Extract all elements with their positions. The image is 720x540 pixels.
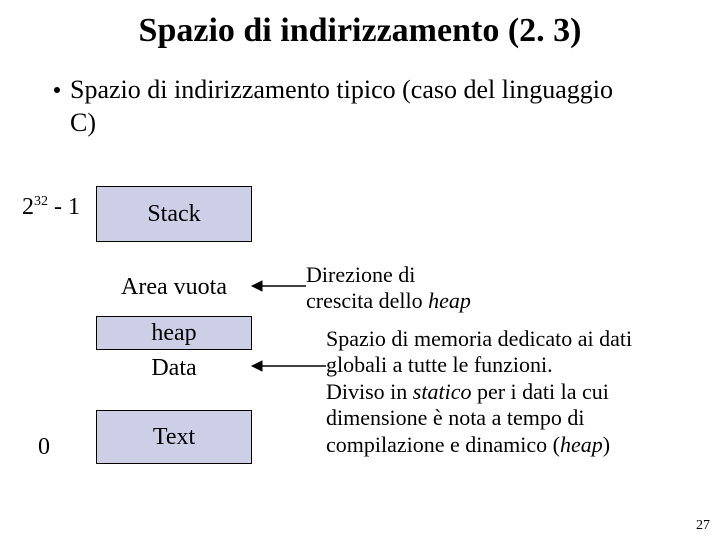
segment-void-label: Area vuota [121, 274, 227, 301]
note2-l2: globali a tutte le funzioni. [326, 352, 553, 377]
segment-text: Text [96, 410, 252, 464]
note-data-description: Spazio di memoria dedicato ai dati globa… [326, 326, 706, 458]
note2-l1: Spazio di memoria dedicato ai dati [326, 326, 632, 351]
page-number: 27 [696, 518, 710, 534]
segment-stack-label: Stack [147, 201, 200, 228]
segment-data: Data [96, 350, 252, 386]
segment-data-label: Data [151, 355, 196, 382]
note-heap-direction: Direzione di crescita dello heap [306, 262, 536, 315]
segment-heap-label: heap [151, 320, 196, 347]
note2-l3a: Diviso in [326, 379, 413, 404]
note2-l5a: compilazione e dinamico ( [326, 432, 560, 457]
note1-line2a: crescita dello [306, 288, 428, 313]
arrow-data-note [250, 356, 330, 376]
addr-suffix: - 1 [48, 194, 80, 220]
slide-title: Spazio di indirizzamento (2. 3) [0, 0, 720, 50]
arrow-heap-direction [250, 276, 310, 296]
note1-line1: Direzione di [306, 262, 415, 287]
note2-l4: dimensione è nota a tempo di [326, 405, 584, 430]
note2-l5c: ) [603, 432, 610, 457]
note1-line2b: heap [428, 288, 471, 313]
note2-l3b: statico [413, 379, 472, 404]
bullet-icon [54, 87, 60, 93]
address-bottom-label: 0 [38, 434, 50, 461]
bullet-row: Spazio di indirizzamento tipico (caso de… [54, 74, 720, 139]
note2-l5b: heap [560, 432, 603, 457]
segment-text-label: Text [153, 424, 195, 451]
addr-base: 2 [22, 194, 34, 220]
segment-stack: Stack [96, 186, 252, 242]
note2-l3c: per i dati la cui [471, 379, 608, 404]
memory-diagram: 232 - 1 0 Stack Area vuota heap Data Tex… [0, 180, 720, 510]
bullet-text: Spazio di indirizzamento tipico (caso de… [70, 74, 630, 139]
addr-exp: 32 [34, 194, 48, 209]
segment-heap: heap [96, 316, 252, 350]
segment-void: Area vuota [96, 260, 252, 314]
address-top-label: 232 - 1 [22, 194, 80, 221]
